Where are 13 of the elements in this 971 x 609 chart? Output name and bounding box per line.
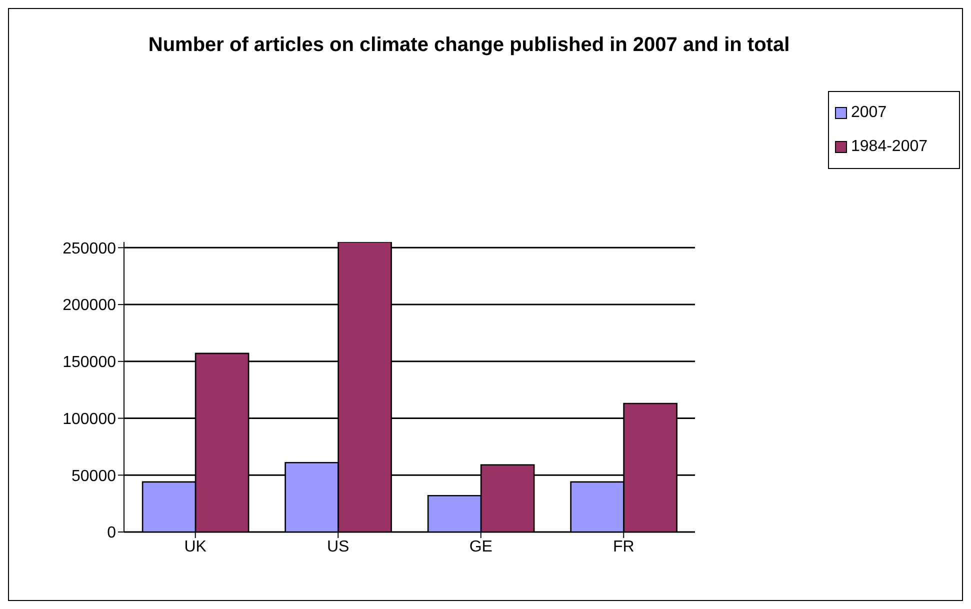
y-tick-label: 150000 [62,354,116,372]
y-tick-label: 0 [107,524,116,542]
chart-title: Number of articles on climate change published in 2007 and in total [147,33,791,58]
x-tick-label: US [327,538,350,556]
y-tick-label: 200000 [62,297,116,314]
x-tick-label: UK [184,538,207,556]
y-tick-label: 250000 [62,240,116,258]
legend-label: 2007 [850,103,888,123]
y-tick-label: 100000 [62,410,116,428]
legend-label: 1984-2007 [850,137,929,157]
x-tick-label: GE [469,538,492,556]
x-tick-label: FR [612,538,634,556]
y-tick-label: 50000 [72,468,116,485]
